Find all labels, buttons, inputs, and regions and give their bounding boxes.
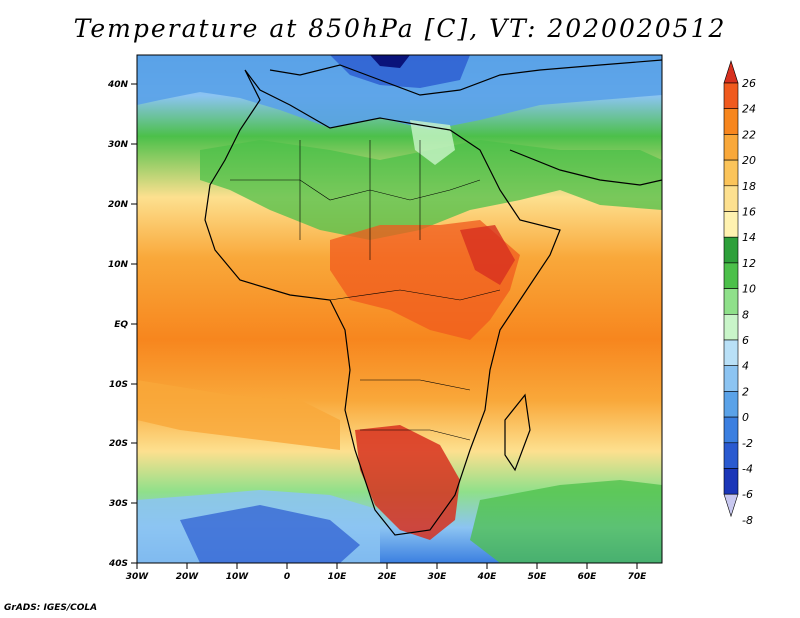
lon-label: 20W xyxy=(176,572,200,582)
colorbar-swatch xyxy=(723,339,739,367)
coastline xyxy=(204,59,663,536)
colorbar-swatch xyxy=(723,442,739,469)
colorbar-top-arrow xyxy=(723,60,739,84)
colorbar-swatch xyxy=(723,82,739,110)
map-title: Temperature at 850hPa [C], VT: 202002051… xyxy=(73,14,727,43)
lat-label: 20S xyxy=(109,439,128,449)
colorbar-swatch xyxy=(723,288,739,315)
temperature-field xyxy=(137,55,662,563)
colorbar-swatch xyxy=(723,185,739,212)
country-borders xyxy=(230,140,501,441)
colorbar-swatch xyxy=(723,108,739,135)
lon-label: 10W xyxy=(226,572,250,582)
colorbar-label: 20 xyxy=(742,154,756,167)
lat-label: EQ xyxy=(114,320,128,330)
lon-label: 60E xyxy=(578,572,598,582)
colorbar-label: 8 xyxy=(742,308,749,321)
colorbar-label: 0 xyxy=(742,411,749,424)
colorbar-label: -8 xyxy=(742,514,753,527)
colorbar-label: 22 xyxy=(742,128,756,141)
colorbar-swatch xyxy=(723,236,739,264)
colorbar-swatch xyxy=(723,468,739,495)
colorbar-swatch xyxy=(723,159,739,187)
colorbar-label: 14 xyxy=(742,231,756,244)
lon-label: 30W xyxy=(126,572,150,582)
colorbar-label: 16 xyxy=(742,206,756,219)
colorbar-label: -2 xyxy=(742,437,753,450)
lat-label: 30N xyxy=(108,140,129,150)
colorbar-label: 10 xyxy=(742,283,756,296)
latitude-axis: 40N 30N 20N 10N EQ 10S 20S 30S 40S xyxy=(107,80,137,569)
lat-label: 20N xyxy=(108,200,129,210)
lat-label: 10N xyxy=(108,260,129,270)
lon-label: 0 xyxy=(284,572,290,582)
lon-label: 30E xyxy=(428,572,448,582)
colorbar-label: 24 xyxy=(742,103,756,116)
colorbar-label: -4 xyxy=(742,463,753,476)
colorbar-swatch xyxy=(723,391,739,418)
lat-label: 40N xyxy=(107,80,129,90)
lon-label: 40E xyxy=(477,572,498,582)
colorbar-label: 6 xyxy=(742,334,749,347)
colorbar-label: 18 xyxy=(742,180,756,193)
footer-credit: GrADS: IGES/COLA xyxy=(4,603,98,613)
colorbar-swatch xyxy=(723,416,739,444)
colorbar-swatch xyxy=(723,134,739,161)
colorbar-swatch xyxy=(723,211,739,238)
lon-label: 20E xyxy=(378,572,398,582)
colorbar-label: 26 xyxy=(742,77,756,90)
colorbar-label: -6 xyxy=(742,488,753,501)
colorbar-label: 2 xyxy=(742,385,749,398)
lon-label: 10E xyxy=(328,572,348,582)
colorbar-swatch xyxy=(723,365,739,392)
colorbar-swatch xyxy=(723,313,739,341)
lon-label: 50E xyxy=(528,572,548,582)
colorbar-label: 12 xyxy=(742,257,756,270)
longitude-axis: 30W 20W 10W 0 10E 20E 30E 40E 50E 60E 70… xyxy=(126,563,647,582)
colorbar-bottom-arrow xyxy=(723,493,739,518)
colorbar-label: 4 xyxy=(742,360,749,373)
map-border xyxy=(136,54,663,564)
lat-label: 40S xyxy=(108,559,128,569)
lon-label: 70E xyxy=(628,572,648,582)
colorbar-swatch xyxy=(723,262,739,289)
lat-label: 30S xyxy=(109,499,128,509)
lat-label: 10S xyxy=(109,380,128,390)
